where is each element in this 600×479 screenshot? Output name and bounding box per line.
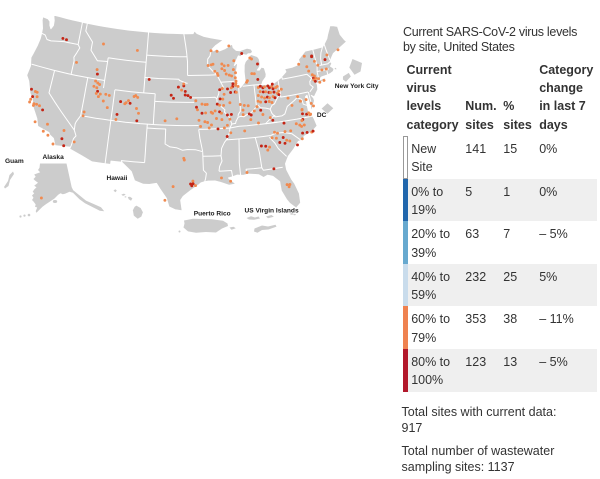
svg-text:New York City: New York City [335, 83, 379, 90]
svg-text:Guam: Guam [5, 158, 24, 165]
svg-text:Puerto Rico: Puerto Rico [194, 211, 231, 218]
svg-text:US Virgin Islands: US Virgin Islands [245, 208, 299, 215]
svg-text:Hawaii: Hawaii [107, 175, 128, 182]
svg-text:Alaska: Alaska [43, 154, 65, 161]
svg-text:DC: DC [317, 112, 327, 119]
